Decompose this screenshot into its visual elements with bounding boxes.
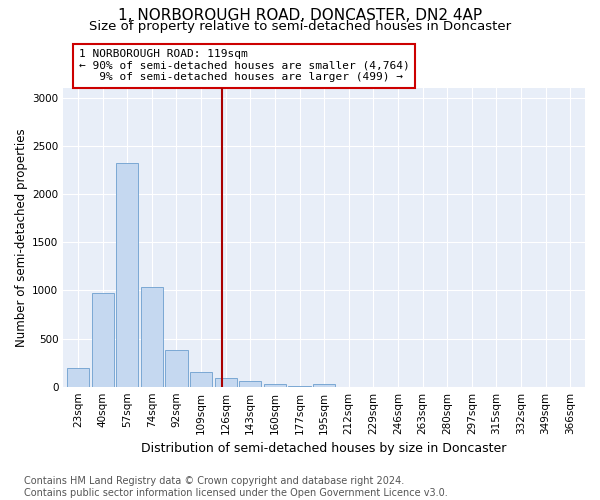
Bar xyxy=(141,286,163,386)
Bar xyxy=(215,378,237,386)
Bar xyxy=(67,368,89,386)
Bar xyxy=(92,294,114,386)
Bar xyxy=(166,350,188,387)
Y-axis label: Number of semi-detached properties: Number of semi-detached properties xyxy=(15,128,28,347)
Bar xyxy=(116,164,139,386)
Bar xyxy=(239,382,262,386)
Bar xyxy=(190,372,212,386)
Text: Size of property relative to semi-detached houses in Doncaster: Size of property relative to semi-detach… xyxy=(89,20,511,33)
Text: 1, NORBOROUGH ROAD, DONCASTER, DN2 4AP: 1, NORBOROUGH ROAD, DONCASTER, DN2 4AP xyxy=(118,8,482,22)
Text: Contains HM Land Registry data © Crown copyright and database right 2024.
Contai: Contains HM Land Registry data © Crown c… xyxy=(24,476,448,498)
Bar xyxy=(264,384,286,386)
Bar xyxy=(313,384,335,386)
X-axis label: Distribution of semi-detached houses by size in Doncaster: Distribution of semi-detached houses by … xyxy=(142,442,507,455)
Text: 1 NORBOROUGH ROAD: 119sqm
← 90% of semi-detached houses are smaller (4,764)
   9: 1 NORBOROUGH ROAD: 119sqm ← 90% of semi-… xyxy=(79,49,410,82)
